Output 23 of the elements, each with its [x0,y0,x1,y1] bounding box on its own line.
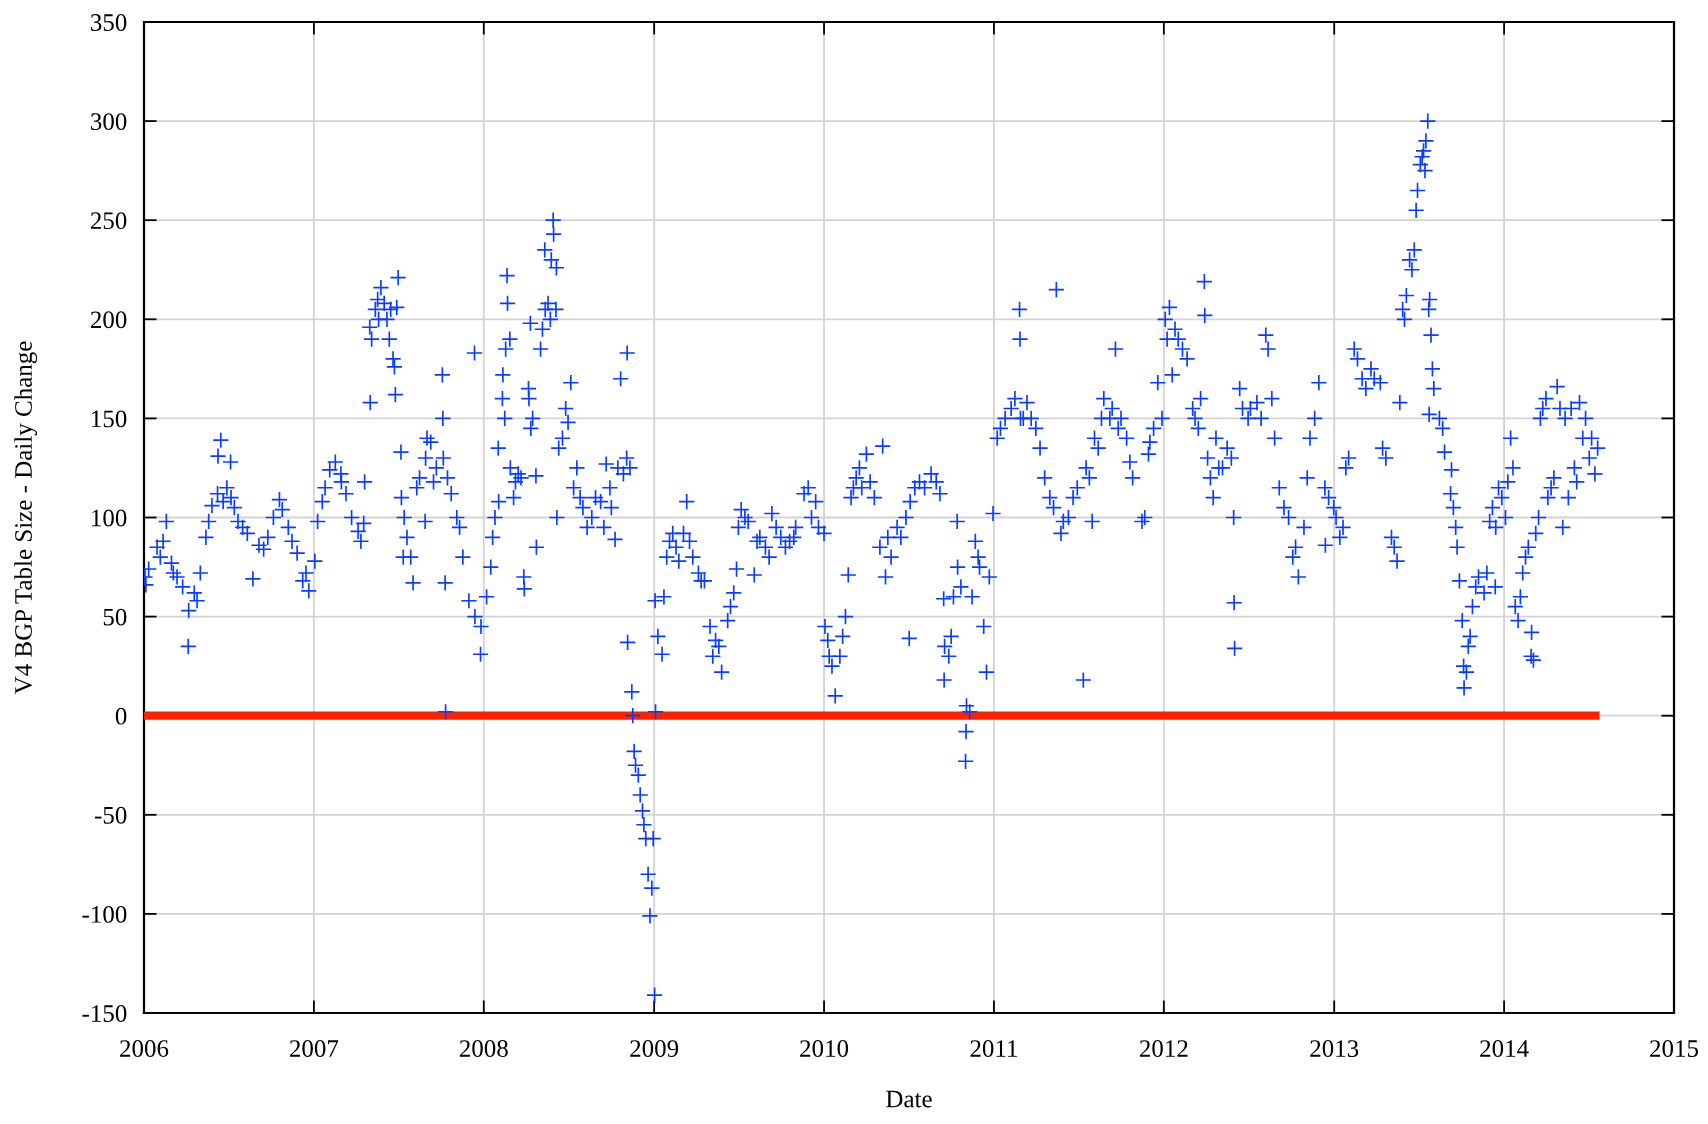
x-tick-label: 2009 [630,1040,679,1057]
y-axis-title: V4 BGP Table Size - Daily Change [14,341,38,695]
y-tick-label: -50 [94,806,127,824]
y-tick-label: -100 [82,905,127,923]
x-tick-label: 2014 [1480,1040,1529,1057]
x-tick-label: 2012 [1139,1040,1188,1057]
x-tick-label: 2015 [1650,1040,1699,1057]
x-tick-label: 2008 [459,1040,508,1057]
y-tick-label: -150 [82,1005,127,1022]
y-tick-label: 200 [90,311,127,329]
y-tick-label: 150 [92,410,127,428]
y-tick-label: 100 [92,509,127,527]
y-tick-label: 50 [103,608,127,626]
x-tick-label: 2010 [800,1040,849,1057]
x-tick-label: 2013 [1310,1040,1359,1057]
x-tick-label: 2007 [289,1040,339,1057]
y-tick-label: 250 [90,212,127,230]
y-tick-label: 300 [91,113,127,131]
y-tick-label: 350 [91,14,127,31]
y-tick-label: 0 [115,707,127,725]
x-axis-title: Date [886,1090,932,1108]
x-tick-label: 2006 [120,1040,169,1057]
x-tick-label: 2011 [970,1040,1017,1057]
